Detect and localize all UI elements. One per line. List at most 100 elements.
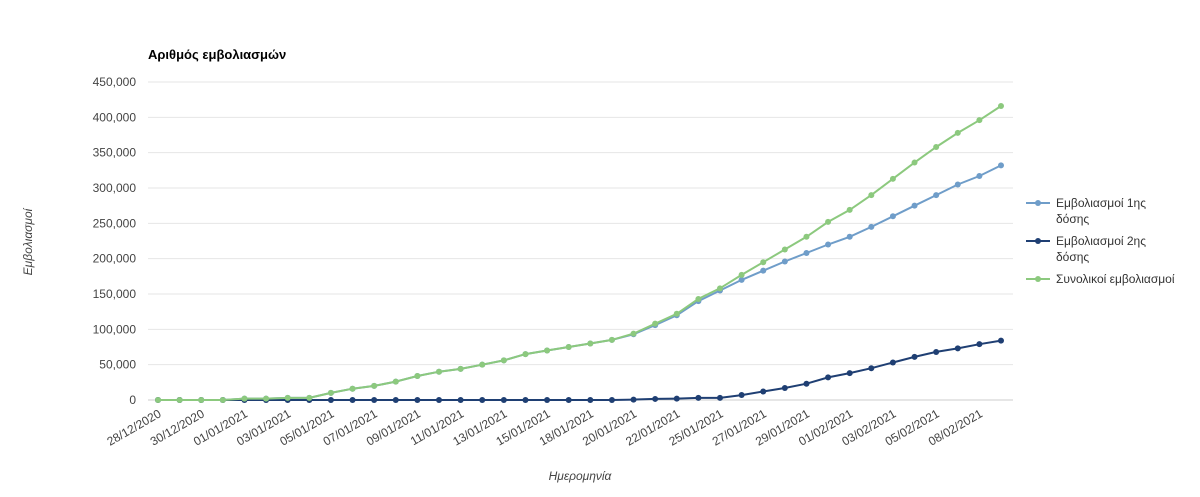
data-point[interactable] [911,159,918,166]
data-point[interactable] [457,365,464,372]
data-point[interactable] [306,394,313,401]
data-point[interactable] [933,192,940,199]
data-point[interactable] [349,397,356,403]
data-point[interactable] [889,359,896,366]
data-point[interactable] [241,395,248,402]
data-point[interactable] [911,353,918,360]
data-point[interactable] [176,397,183,403]
data-point[interactable] [565,397,572,403]
data-point[interactable] [954,181,961,188]
data-point[interactable] [911,202,918,209]
data-point[interactable] [155,397,161,403]
data-point[interactable] [717,394,723,401]
data-point[interactable] [803,233,810,240]
data-point[interactable] [479,397,486,403]
data-point[interactable] [781,246,788,253]
data-point[interactable] [652,395,659,402]
data-point[interactable] [998,337,1004,344]
data-point[interactable] [695,394,702,401]
data-point[interactable] [630,396,637,403]
data-point[interactable] [414,372,421,379]
data-point[interactable] [457,397,464,403]
data-point[interactable] [976,341,983,348]
data-point[interactable] [565,344,572,350]
data-point[interactable] [760,259,767,266]
data-point[interactable] [868,223,875,230]
data-point[interactable] [846,233,853,240]
data-point[interactable] [998,103,1004,110]
data-point[interactable] [825,241,832,248]
legend-item-2[interactable]: Εμβολιασμοί 2ης δόσης [1026,234,1146,264]
data-point[interactable] [522,351,529,358]
data-point[interactable] [846,206,853,213]
data-point[interactable] [846,370,853,377]
data-point[interactable] [825,218,832,225]
data-point[interactable] [198,397,205,403]
data-point[interactable] [284,394,291,401]
data-point[interactable] [803,250,810,257]
legend-label: δόσης [1056,212,1089,226]
data-point[interactable] [436,368,442,375]
chart-title: Αριθμός εμβολιασμών [148,47,286,62]
data-point[interactable] [673,395,680,402]
data-point[interactable] [760,267,767,274]
data-point[interactable] [976,117,983,124]
y-tick-label: 200,000 [93,252,137,266]
data-point[interactable] [889,175,896,182]
data-point[interactable] [587,340,594,347]
data-point[interactable] [738,392,745,399]
series-lines [155,103,1004,403]
data-point[interactable] [889,213,896,220]
data-point[interactable] [803,380,810,387]
data-point[interactable] [414,397,421,403]
y-tick-label: 400,000 [93,110,137,124]
legend-swatch-dot [1035,276,1041,282]
data-point[interactable] [263,395,270,402]
data-point[interactable] [954,129,961,136]
data-point[interactable] [608,397,615,403]
y-axis: 0 50,000 100,000 150,000 200,000 250,000 300,0… [93,75,137,407]
legend-item-3[interactable]: Συνολικοί εμβολιασμοί [1026,272,1175,286]
data-point[interactable] [349,385,356,392]
data-point[interactable] [933,144,940,151]
data-point[interactable] [652,320,659,327]
data-point[interactable] [695,295,702,302]
data-point[interactable] [500,397,507,403]
data-point[interactable] [673,310,680,317]
legend-item-1[interactable]: Εμβολιασμοί 1ης δόσης [1026,196,1146,226]
data-point[interactable] [522,397,529,403]
legend: Εμβολιασμοί 1ης δόσης Εμβολιασμοί 2ης δόσης… [1026,196,1175,286]
series-2 [155,337,1004,403]
data-point[interactable] [933,348,940,355]
y-tick-label: 50,000 [99,358,136,372]
data-point[interactable] [781,258,788,265]
data-point[interactable] [738,271,745,278]
data-point[interactable] [327,397,334,403]
data-point[interactable] [717,285,723,292]
data-point[interactable] [479,361,486,368]
data-point[interactable] [868,192,875,199]
y-tick-label: 250,000 [93,216,137,230]
data-point[interactable] [544,397,551,403]
data-point[interactable] [327,389,334,396]
data-point[interactable] [371,382,378,389]
data-point[interactable] [998,162,1004,169]
data-point[interactable] [219,397,226,403]
data-point[interactable] [760,388,767,395]
data-point[interactable] [781,384,788,391]
data-point[interactable] [868,365,875,372]
data-point[interactable] [500,357,507,364]
data-point[interactable] [825,374,832,381]
data-point[interactable] [954,345,961,352]
data-point[interactable] [436,397,442,403]
data-point[interactable] [392,397,399,403]
data-point[interactable] [608,336,615,343]
data-point[interactable] [544,347,551,354]
data-point[interactable] [371,397,378,403]
data-point[interactable] [392,378,399,385]
data-point[interactable] [738,276,745,283]
data-point[interactable] [630,330,637,337]
data-point[interactable] [587,397,594,403]
data-point[interactable] [976,172,983,179]
